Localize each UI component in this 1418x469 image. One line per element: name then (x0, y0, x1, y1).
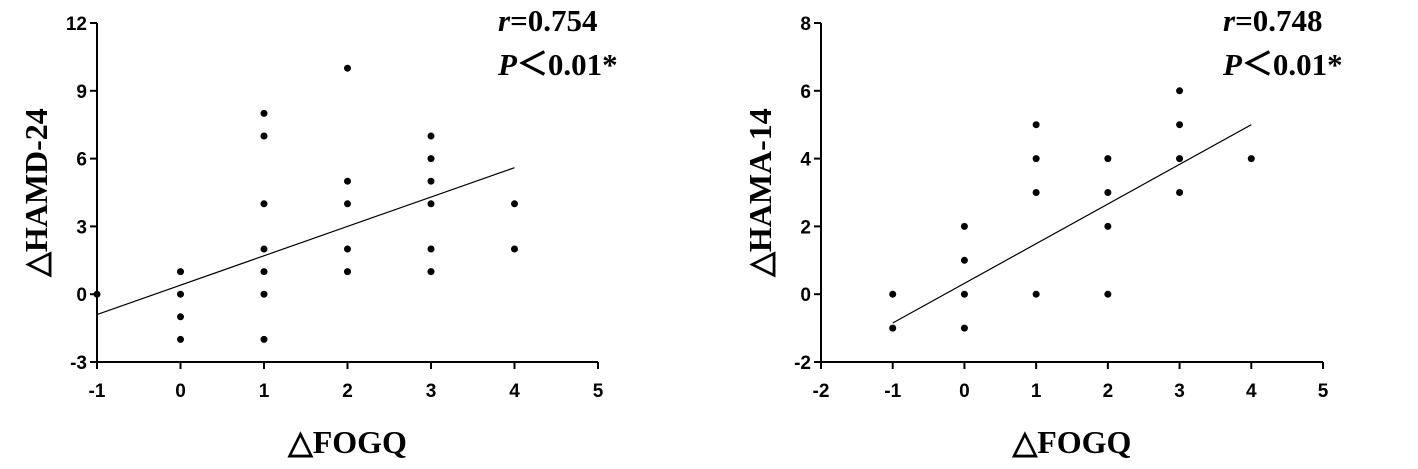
point (1032, 155, 1040, 163)
point (260, 200, 268, 208)
point (960, 290, 968, 298)
point (960, 324, 968, 332)
x-tick-label: 4 (509, 381, 520, 402)
point (260, 268, 268, 276)
annotation: P＜0.01* (1222, 47, 1343, 82)
x-tick-label: 0 (175, 381, 186, 402)
y-axis-title: △HAMA-14 (742, 108, 778, 278)
y-tick-label: 0 (76, 285, 87, 306)
x-tick-label: 1 (259, 381, 270, 402)
y-tick-label: -2 (794, 353, 811, 374)
point (344, 64, 351, 72)
regression-line (892, 124, 1252, 324)
point (260, 132, 268, 140)
point (427, 155, 435, 163)
y-tick-label: 12 (66, 14, 87, 35)
point (260, 290, 268, 298)
point (1032, 121, 1040, 129)
y-tick-label: 9 (76, 82, 87, 103)
x-tick-label: 2 (342, 381, 353, 402)
point (93, 290, 101, 298)
regression-line (96, 167, 515, 316)
point (177, 335, 184, 343)
stat-value: =0.754 (510, 3, 597, 38)
stat-symbol: r (498, 3, 511, 38)
y-axis-title: △HAMD-24 (18, 108, 54, 278)
point (889, 290, 897, 298)
point (960, 256, 968, 264)
annotation: r=0.748 (1223, 3, 1323, 38)
point (260, 335, 268, 343)
x-tick-label: 3 (426, 381, 437, 402)
point (344, 245, 351, 253)
y-tick-label: 0 (800, 285, 811, 306)
x-axis-title: △FOGQ (287, 424, 407, 460)
stat-value: ＜0.01* (517, 47, 618, 82)
point (344, 200, 351, 208)
point (1104, 189, 1112, 196)
stat-symbol: r (1223, 3, 1236, 38)
point (889, 324, 897, 332)
x-tick-label: 5 (1318, 381, 1329, 402)
point (427, 177, 435, 185)
y-tick-label: 2 (800, 217, 811, 238)
y-tick-label: 6 (76, 150, 87, 171)
point (1176, 189, 1184, 196)
annotation: P＜0.01* (497, 47, 618, 82)
x-axis-title: △FOGQ (1012, 424, 1132, 460)
y-tick-label: -3 (70, 353, 87, 374)
point (177, 290, 184, 298)
point (1104, 290, 1112, 298)
stat-value: ＜0.01* (1242, 47, 1343, 82)
annotation: r=0.754 (498, 3, 598, 38)
x-tick-label: 1 (1031, 381, 1042, 402)
scatter-plot: -2 0 2 4 6 8 -2 -1 0 1 2 3 4 5 △FOGQ △HAMA-14 r=0.748 P＜0… (742, 3, 1343, 460)
x-tick-label: -1 (89, 381, 106, 402)
stat-symbol: P (497, 47, 518, 82)
point (1032, 290, 1040, 298)
point (260, 245, 268, 253)
point (960, 222, 968, 230)
x-tick-label: 2 (1103, 381, 1114, 402)
y-tick-label: 6 (800, 82, 811, 103)
point (260, 109, 268, 117)
point (177, 313, 184, 321)
point (1104, 155, 1112, 163)
x-tick-label: 4 (1246, 381, 1257, 402)
x-tick-label: -2 (813, 381, 830, 402)
point (344, 177, 351, 185)
y-tick-label: 8 (800, 14, 811, 35)
stat-value: =0.748 (1235, 3, 1322, 38)
point (1247, 155, 1255, 163)
stat-symbol: P (1222, 47, 1243, 82)
x-tick-label: 3 (1174, 381, 1185, 402)
point (427, 132, 435, 140)
point (1176, 87, 1184, 95)
x-tick-label: 0 (959, 381, 970, 402)
point (1176, 155, 1184, 163)
point (1104, 222, 1112, 230)
point (511, 200, 518, 208)
point (177, 268, 184, 276)
y-tick-label: 3 (76, 217, 87, 238)
point (427, 268, 435, 276)
point (427, 245, 435, 253)
point (511, 245, 518, 253)
point (1176, 121, 1184, 129)
x-tick-label: -1 (884, 381, 901, 402)
y-tick-label: 4 (800, 150, 811, 171)
point (1032, 189, 1040, 196)
point (427, 200, 435, 208)
point (344, 268, 351, 276)
x-tick-label: 5 (593, 381, 604, 402)
